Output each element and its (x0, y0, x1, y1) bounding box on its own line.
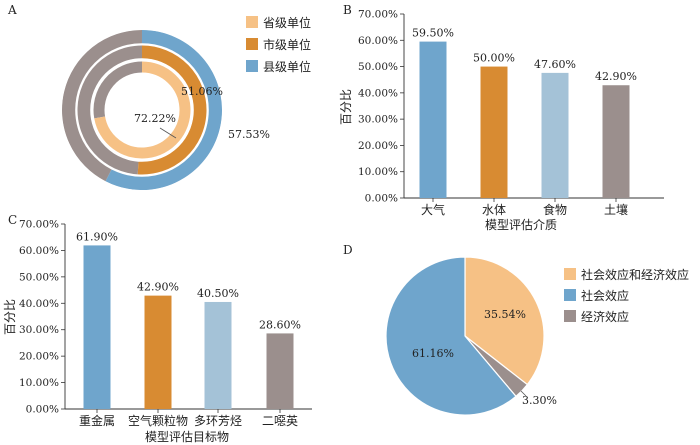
bar-1 (144, 295, 172, 409)
bar-1 (480, 66, 508, 198)
x-category-label: 二噁英 (262, 414, 298, 428)
legend-swatch-county (246, 60, 258, 72)
bar-3 (266, 333, 294, 409)
y-tick-label: 70.00% (358, 9, 398, 21)
pie-label-economic: 3.30% (522, 394, 557, 407)
bar-value-label: 50.00% (473, 52, 515, 65)
ring-separator (90, 58, 194, 162)
bar-0 (419, 41, 447, 198)
y-tick-label: 50.00% (19, 271, 59, 283)
panel-c-bars: 61.90% 重金属 42.90% 空气颗粒物 40.50% 多环芳烃 28.60% 二噁英 (76, 230, 301, 428)
y-tick-label: 40.00% (358, 87, 398, 99)
y-tick-label: 10.00% (19, 377, 59, 389)
panel-c-bar-chart: 0.00% 10.00% 20.00% 30.00% 40.00% 50.00% 60.00… (3, 219, 312, 444)
x-category-label: 土壤 (604, 202, 628, 217)
bar-value-label: 59.50% (412, 27, 454, 40)
panel-b-y-axis-title: 百分比 (339, 89, 353, 125)
panel-b-letter: B (343, 3, 352, 17)
ring-separator (60, 28, 224, 192)
pie-leader-line (520, 390, 527, 397)
ring-separator (105, 73, 179, 147)
panel-a-letter: A (7, 3, 17, 17)
y-tick-label: 30.00% (19, 324, 59, 336)
ring-separator (75, 43, 209, 177)
x-category-label: 食物 (543, 202, 567, 217)
bar-2 (541, 72, 569, 198)
panel-b-bar-chart: 0.00% 10.00% 20.00% 30.00% 40.00% 50.00% 60.00… (339, 9, 664, 232)
donut-label-city: 51.06% (181, 85, 223, 98)
ring-remainder-city (77, 45, 143, 175)
bar-value-label: 61.90% (76, 230, 118, 243)
pie-label-social: 61.16% (412, 347, 454, 360)
y-tick-label: 60.00% (19, 245, 59, 257)
y-tick-label: 40.00% (19, 298, 59, 310)
y-tick-label: 70.00% (19, 219, 59, 231)
panel-b-axes: 0.00% 10.00% 20.00% 30.00% 40.00% 50.00% 60.00… (358, 9, 664, 205)
donut-leader-line (159, 127, 177, 139)
legend-swatch-economic (564, 310, 576, 322)
bar-3 (602, 85, 630, 198)
donut-label-county: 57.53% (228, 128, 270, 141)
legend-label-province: 省级单位 (263, 15, 311, 30)
donut-label-province: 72.22% (134, 112, 176, 125)
bar-0 (83, 245, 111, 409)
legend-label-county: 县级单位 (263, 59, 311, 74)
pie-legend: 社会效应和经济效应 社会效应 经济效应 (564, 267, 689, 324)
bar-value-label: 47.60% (534, 58, 576, 71)
pie-slice-both (464, 256, 545, 386)
ring-arc-city (137, 45, 207, 175)
pie-slices (385, 256, 545, 416)
ring-remainder-county (62, 30, 143, 182)
legend-swatch-social (564, 289, 576, 301)
x-category-label: 水体 (482, 203, 506, 217)
y-tick-label: 50.00% (358, 61, 398, 73)
y-tick-label: 0.00% (365, 193, 398, 205)
panel-c-axes: 0.00% 10.00% 20.00% 30.00% 40.00% 50.00% 60.00… (19, 219, 312, 416)
donut-legend: 省级单位 市级单位 县级单位 (246, 15, 311, 74)
legend-label-both: 社会效应和经济效应 (581, 267, 689, 282)
x-category-label: 大气 (421, 202, 445, 217)
x-category-label: 空气颗粒物 (128, 413, 188, 428)
panel-d-letter: D (343, 243, 353, 257)
legend-label-social: 社会效应 (581, 288, 629, 303)
legend-swatch-both (564, 268, 576, 280)
bar-value-label: 28.60% (259, 318, 301, 331)
panel-b-bars: 59.50% 大气 50.00% 水体 47.60% 食物 42.90% 土壤 (412, 27, 637, 217)
legend-swatch-city (246, 38, 258, 50)
y-tick-label: 20.00% (19, 351, 59, 363)
y-tick-label: 60.00% (358, 35, 398, 47)
bar-2 (204, 301, 232, 409)
x-category-label: 重金属 (79, 413, 115, 428)
y-tick-label: 10.00% (358, 166, 398, 178)
pie-slice-social (385, 256, 517, 416)
legend-label-economic: 经济效应 (581, 309, 629, 324)
y-tick-label: 20.00% (358, 140, 398, 152)
y-tick-label: 30.00% (358, 114, 398, 126)
panel-c-letter: C (8, 213, 17, 227)
legend-swatch-province (246, 16, 258, 28)
pie-label-both: 35.54% (484, 308, 526, 321)
panel-c-y-axis-title: 百分比 (3, 299, 17, 335)
ring-remainder-province (93, 61, 143, 119)
bar-value-label: 42.90% (595, 70, 637, 83)
legend-label-city: 市级单位 (263, 37, 311, 52)
x-category-label: 多环芳烃 (194, 414, 242, 428)
panel-b-x-axis-title: 模型评估介质 (485, 218, 557, 232)
bar-value-label: 42.90% (137, 281, 179, 294)
panel-a-donut-chart: 72.22% 51.06% 57.53% 省级单位 市级单位 县级单位 (60, 15, 311, 192)
y-tick-label: 0.00% (26, 404, 59, 416)
panel-d-pie-chart: 35.54% 61.16% 3.30% 社会效应和经济效应 社会效应 经济效应 (385, 256, 689, 416)
ring-arc-county (105, 30, 222, 190)
panel-c-x-axis-title: 模型评估目标物 (145, 430, 229, 444)
donut-rings (60, 28, 224, 192)
bar-value-label: 40.50% (197, 287, 239, 300)
